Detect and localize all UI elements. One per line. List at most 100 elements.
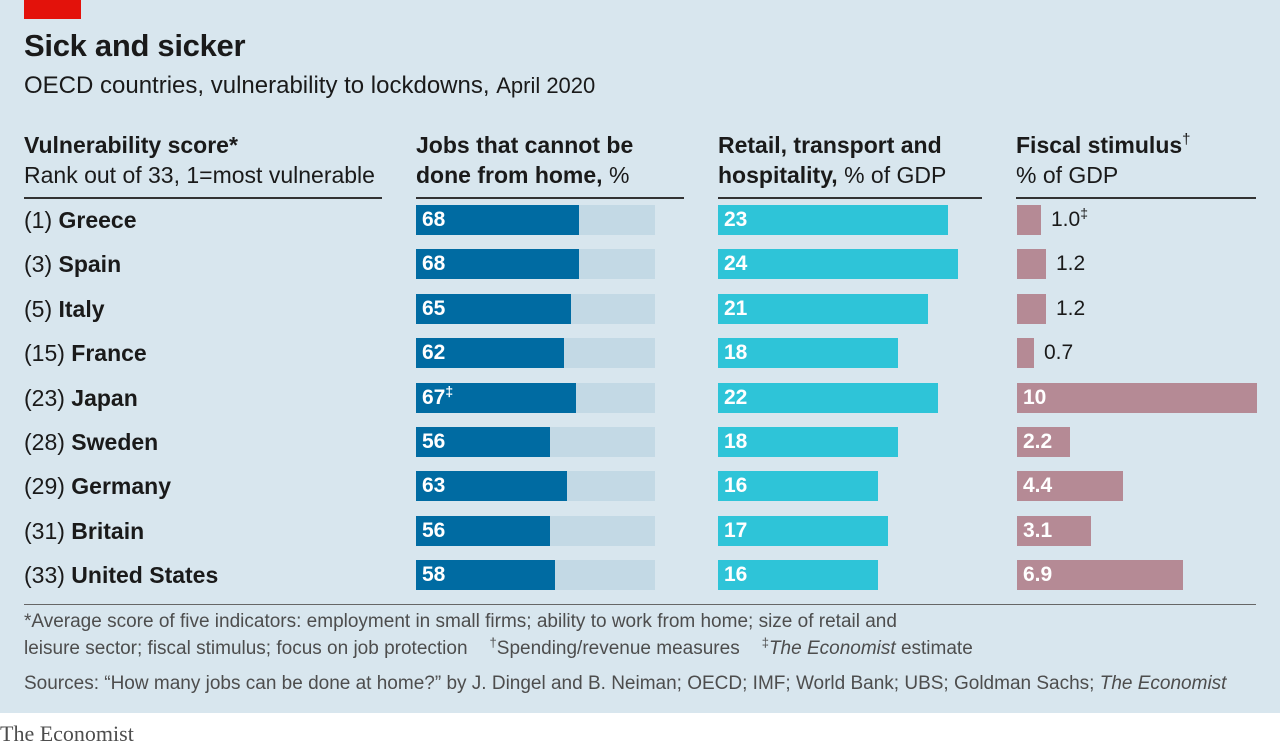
footnote-ddagger-italic: The Economist [768,638,896,659]
retail-bar [718,249,958,279]
row-rank: (31) [24,518,72,544]
retail-value-label: 18 [724,427,747,457]
jobs-header-line2: done from home, [416,162,603,188]
fiscal-value-text: 6.9 [1023,563,1053,586]
jobs-value-label: 56 [422,427,445,457]
footnote-ddagger: ‡ [761,635,769,650]
retail-value-text: 16 [724,474,748,497]
fiscal-value-label: 10 [1023,383,1046,413]
jobs-value-label: 68 [422,249,445,279]
retail-bar [718,383,938,413]
retail-bar [718,516,888,546]
footer-divider [24,604,1256,605]
jobs-bar [416,383,576,413]
row-country-name: Britain [71,518,145,544]
column-header-fiscal: Fiscal stimulus† % of GDP [1016,130,1191,190]
retail-value-label: 16 [724,471,747,501]
column-header-jobs: Jobs that cannot be done from home, % [416,130,633,190]
jobs-value-text: 68 [422,252,446,275]
row-country-name: Greece [58,207,137,233]
row-label-4: (23) Japan [24,383,138,413]
footnote-dagger: † [489,635,497,650]
jobs-value-text: 58 [422,563,446,586]
retail-bar [718,427,898,457]
jobs-bar [416,471,567,501]
retail-value-text: 16 [724,563,748,586]
retail-value-text: 21 [724,297,748,320]
subtitle-date: April 2020 [496,73,596,98]
fiscal-value-label: 1.0‡ [1051,205,1088,235]
fiscal-value-text: 3.1 [1023,519,1053,542]
jobs-bar [416,560,555,590]
jobs-value-label: 65 [422,294,445,324]
header-divider-jobs [416,197,684,199]
chart-subtitle: OECD countries, vulnerability to lockdow… [24,72,595,100]
chart-title: Sick and sicker [24,28,246,63]
row-rank: (15) [24,340,72,366]
jobs-value-text: 68 [422,208,446,231]
row-rank: (5) [24,296,59,322]
row-country-name: Germany [71,473,172,499]
footnote-sources: Sources: “How many jobs can be done at h… [24,670,1226,697]
jobs-value-label: 62 [422,338,445,368]
row-label-6: (29) Germany [24,471,171,501]
row-rank: (3) [24,251,59,277]
fiscal-value-text: 1.2 [1056,252,1086,275]
fiscal-value-text: 0.7 [1044,341,1074,364]
row-label-3: (15) France [24,338,147,368]
retail-value-text: 23 [724,208,748,231]
column-header-retail: Retail, transport and hospitality, % of … [718,130,946,190]
row-label-8: (33) United States [24,560,218,590]
row-country-name: Spain [58,251,122,277]
fiscal-header-unit: % of GDP [1016,162,1119,188]
row-country-name: Italy [58,296,105,322]
fiscal-bar [1017,205,1041,235]
footnote-ddagger-text: estimate [900,638,973,659]
retail-value-label: 18 [724,338,747,368]
fiscal-bar [1017,471,1123,501]
fiscal-value-label: 2.2 [1023,427,1052,457]
fiscal-value-label: 4.4 [1023,471,1052,501]
jobs-bar [416,249,579,279]
vulnerability-header-bold: Vulnerability score* [24,132,238,158]
row-rank: (33) [24,562,72,588]
sources-italic: The Economist [1099,673,1227,694]
row-rank: (29) [24,473,72,499]
header-divider-fiscal [1016,197,1256,199]
fiscal-value-text: 10 [1023,386,1047,409]
jobs-value-label: 58 [422,560,445,590]
row-label-7: (31) Britain [24,516,144,546]
retail-header-line2: hospitality, [718,162,838,188]
header-divider-vulnerability [24,197,382,199]
retail-bar [718,338,898,368]
jobs-header-unit: % [608,162,630,188]
fiscal-bar [1017,427,1070,457]
row-country-name: United States [71,562,219,588]
jobs-value-label: 68 [422,205,445,235]
jobs-bar [416,294,571,324]
retail-value-label: 17 [724,516,747,546]
jobs-bar [416,516,550,546]
row-rank: (28) [24,429,72,455]
fiscal-header-dagger: † [1182,131,1191,148]
column-header-vulnerability: Vulnerability score* Rank out of 33, 1=m… [24,130,375,190]
fiscal-value-label: 6.9 [1023,560,1052,590]
retail-bar [718,294,928,324]
jobs-header-line1: Jobs that cannot be [416,132,634,158]
jobs-value-label: 56 [422,516,445,546]
row-label-2: (5) Italy [24,294,105,324]
retail-value-text: 18 [724,341,748,364]
economist-logo-text: The Economist [0,721,134,746]
header-divider-retail [718,197,982,199]
fiscal-bar [1017,294,1046,324]
retail-value-text: 22 [724,386,748,409]
fiscal-value-label: 1.2 [1056,294,1085,324]
fiscal-bar [1017,516,1091,546]
retail-value-text: 18 [724,430,748,453]
fiscal-value-label: 1.2 [1056,249,1085,279]
fiscal-header-line1: Fiscal stimulus [1016,132,1183,158]
row-rank: (1) [24,207,59,233]
retail-bar [718,471,878,501]
jobs-bar [416,338,564,368]
retail-value-label: 24 [724,249,747,279]
